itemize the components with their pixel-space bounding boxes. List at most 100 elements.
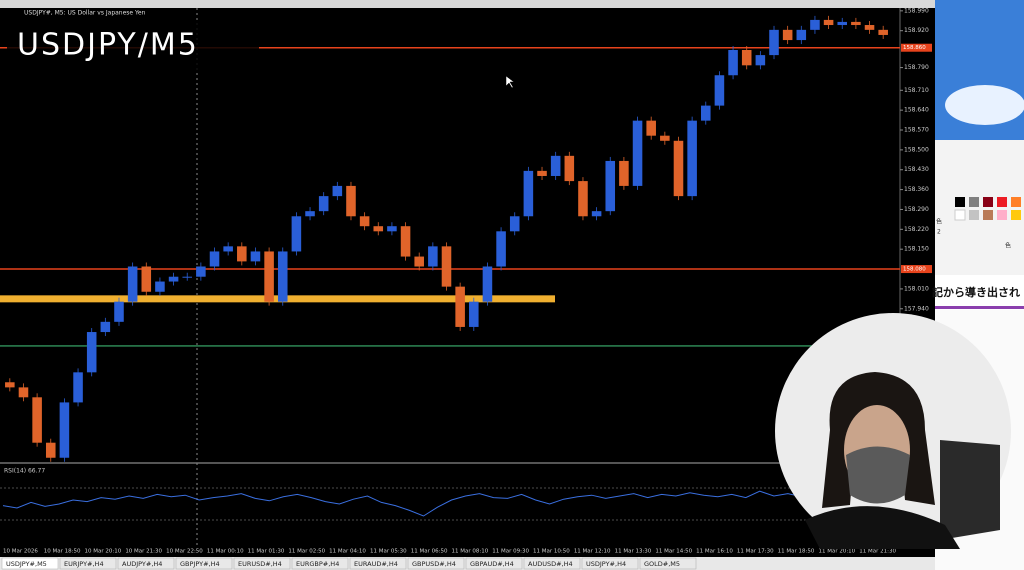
toolbar: [0, 0, 935, 8]
x-tick-label: 11 Mar 08:10: [452, 549, 489, 555]
rsi-line: [2, 490, 901, 517]
tab[interactable]: [233, 557, 291, 570]
candle-body: [837, 21, 848, 26]
swatch[interactable]: [969, 197, 979, 207]
doc-strip: [935, 275, 1024, 310]
candle-body: [646, 120, 656, 136]
candle-body: [400, 226, 411, 257]
x-tick-label: 11 Mar 13:30: [615, 549, 652, 555]
candle-body: [701, 105, 711, 121]
palette: [954, 197, 1021, 221]
tab-label: AUDJPY#,H4: [122, 560, 162, 568]
tab[interactable]: [291, 557, 349, 570]
tab[interactable]: [523, 557, 581, 570]
candle-body: [32, 397, 42, 443]
candle-body: [373, 226, 384, 232]
tab[interactable]: [117, 557, 175, 570]
tab[interactable]: [465, 557, 523, 570]
y-tick-label: 158.790: [904, 64, 929, 71]
cloud: [945, 85, 1024, 125]
x-tick-label: 10 Mar 22:50: [166, 549, 203, 555]
y-tick-label: 158.710: [904, 87, 929, 94]
candle-body: [264, 251, 274, 302]
tab-label: EURGBP#,H4: [296, 560, 339, 568]
candle-body: [755, 55, 766, 66]
candle-body: [741, 49, 752, 66]
swatch[interactable]: [997, 197, 1007, 207]
candle-body: [796, 29, 807, 41]
mask: [846, 446, 910, 504]
tab[interactable]: [639, 557, 697, 570]
swatch[interactable]: [955, 197, 965, 207]
tab-label: AUDUSD#,H4: [528, 560, 573, 568]
swatch[interactable]: [997, 210, 1007, 220]
candle-body: [127, 266, 138, 302]
x-tick-label: 10 Mar 18:50: [44, 549, 81, 555]
candle-body: [414, 256, 424, 267]
candle-body: [660, 135, 670, 141]
overlay-box: [7, 20, 259, 70]
tab[interactable]: [349, 557, 407, 570]
candle-body: [496, 231, 506, 267]
paint-panel: [935, 140, 1024, 290]
tab-label: GBPJPY#,H4: [180, 560, 220, 568]
swatch[interactable]: [954, 209, 966, 221]
tab[interactable]: [1, 557, 59, 570]
x-tick-label: 11 Mar 09:30: [492, 549, 529, 555]
candle-body: [237, 246, 247, 262]
x-tick-label: 11 Mar 01:30: [248, 549, 285, 555]
x-tick-label: 10 Mar 20:10: [85, 549, 122, 555]
candle-body: [564, 155, 575, 182]
tab[interactable]: [59, 557, 117, 570]
swatch[interactable]: [969, 210, 979, 220]
candle-body: [18, 387, 29, 398]
time-axis: [0, 545, 935, 557]
x-tick-label: 11 Mar 10:50: [533, 549, 570, 555]
tab[interactable]: [175, 557, 233, 570]
candle-body: [73, 372, 83, 403]
candle-body: [59, 402, 70, 458]
candle-body: [605, 160, 616, 212]
x-tick-label: 11 Mar 04:10: [329, 549, 366, 555]
panel-divider: [0, 462, 900, 464]
swatch[interactable]: [983, 210, 993, 220]
x-tick-label: 11 Mar 14:50: [655, 549, 692, 555]
candle-body: [851, 21, 861, 26]
candle-body: [428, 246, 438, 267]
level-label: 158.080: [903, 267, 926, 273]
y-tick-label: 158.150: [904, 246, 929, 253]
candle-body: [482, 266, 493, 302]
candle-body: [318, 196, 329, 212]
swatch[interactable]: [1011, 197, 1021, 207]
zone-band: [0, 295, 555, 303]
y-tick-label: 158.500: [904, 146, 929, 153]
candle-body: [346, 185, 356, 217]
candle-body: [45, 442, 56, 458]
candle-body: [864, 25, 875, 30]
candle-body: [5, 382, 15, 388]
side-label: 色: [936, 218, 942, 226]
level-tag: [901, 43, 932, 52]
doc-underline: [935, 306, 1024, 309]
candle-body: [728, 49, 738, 76]
tab-label: EURUSD#,H4: [238, 560, 282, 568]
candle-body: [687, 120, 697, 197]
candle-body: [455, 286, 465, 327]
candle-body: [209, 251, 220, 267]
x-tick-label: 10 Mar 21:30: [125, 549, 162, 555]
x-tick-label: 11 Mar 20:10: [818, 549, 855, 555]
swatch[interactable]: [983, 197, 993, 207]
swatch[interactable]: [1011, 210, 1021, 220]
y-tick-label: 158.220: [904, 226, 929, 233]
candle-body: [141, 266, 152, 292]
tab[interactable]: [581, 557, 639, 570]
candle-body: [359, 216, 370, 227]
shirt: [805, 506, 960, 549]
candle-body: [619, 160, 629, 186]
candle-body: [114, 301, 124, 322]
tab[interactable]: [407, 557, 465, 570]
overlay-label: USDJPY/M5: [17, 28, 199, 63]
candle-body: [155, 281, 165, 292]
